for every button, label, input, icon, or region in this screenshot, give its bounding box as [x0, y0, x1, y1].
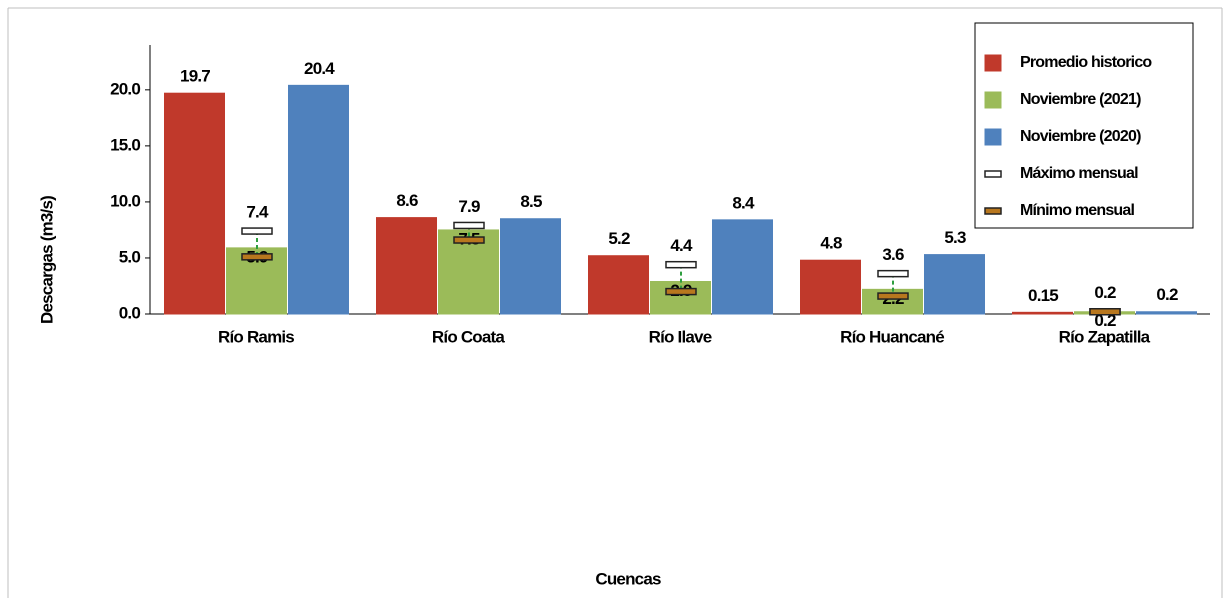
- value-label: 0.2: [1094, 311, 1116, 330]
- y-tick-label: 10.0: [110, 191, 140, 210]
- y-tick-label: 20.0: [110, 79, 140, 98]
- bar: [500, 218, 561, 315]
- value-label: 4.8: [820, 234, 842, 253]
- bar: [588, 255, 649, 315]
- range-min: [665, 287, 697, 296]
- range-max: [241, 227, 273, 235]
- bar: [288, 84, 349, 315]
- bar: [376, 217, 437, 315]
- y-tick-label: 5.0: [119, 247, 141, 266]
- value-label: 5.2: [608, 229, 630, 248]
- legend-label: Noviembre (2020): [1020, 128, 1141, 145]
- max-label: 3.6: [882, 245, 904, 264]
- range-max: [665, 260, 697, 269]
- bar: [1012, 311, 1073, 315]
- value-label: 20.4: [304, 59, 335, 78]
- legend-swatch: [984, 54, 1002, 72]
- x-axis-title: Cuencas: [595, 569, 661, 588]
- value-label: 5.3: [944, 228, 966, 247]
- legend: Promedio historico Noviembre (2021) Noviem…: [984, 54, 1153, 219]
- y-tick-label: 15.0: [110, 135, 140, 154]
- max-label: 0.2: [1094, 283, 1116, 302]
- legend-box: [974, 22, 1194, 229]
- legend-label: Máximo mensual: [1020, 165, 1138, 182]
- range-min: [877, 292, 909, 300]
- legend-label: Noviembre (2021): [1020, 91, 1141, 108]
- value-label: 8.4: [732, 193, 755, 212]
- legend-label: Promedio historico: [1020, 54, 1152, 71]
- max-label: 7.9: [458, 197, 480, 216]
- legend-swatch: [984, 91, 1002, 109]
- x-tick-label: Río Zapatilla: [1059, 327, 1151, 346]
- x-tick-label: Río Coata: [432, 327, 505, 346]
- bar: [924, 254, 985, 315]
- legend-swatch: [984, 170, 1002, 178]
- value-label: 8.5: [520, 192, 542, 211]
- y-axis-title: Descargas (m3/s): [37, 196, 56, 324]
- range-min: [1089, 308, 1121, 316]
- bar: [438, 229, 499, 315]
- y-tick-label: 0.0: [119, 303, 141, 322]
- range-min: [241, 253, 273, 261]
- range-max: [877, 269, 909, 278]
- legend-label: Mínimo mensual: [1020, 202, 1135, 219]
- range-max: [453, 221, 485, 230]
- bar: [1136, 311, 1197, 315]
- value-label: 19.7: [180, 67, 210, 86]
- bar: [712, 219, 773, 315]
- x-tick-label: Río Ramis: [218, 327, 294, 346]
- value-label: 0.15: [1028, 286, 1058, 305]
- range-min: [453, 236, 485, 244]
- x-tick-label: Río Huancané: [840, 327, 944, 346]
- x-tick-label: Río Ilave: [649, 327, 712, 346]
- max-label: 7.4: [246, 203, 269, 222]
- value-label: 8.6: [396, 191, 418, 210]
- legend-swatch: [984, 128, 1002, 146]
- value-label: 0.2: [1156, 285, 1178, 304]
- bar: [800, 259, 861, 315]
- legend-swatch: [984, 207, 1002, 215]
- max-label: 4.4: [670, 236, 693, 255]
- bar: [164, 92, 225, 315]
